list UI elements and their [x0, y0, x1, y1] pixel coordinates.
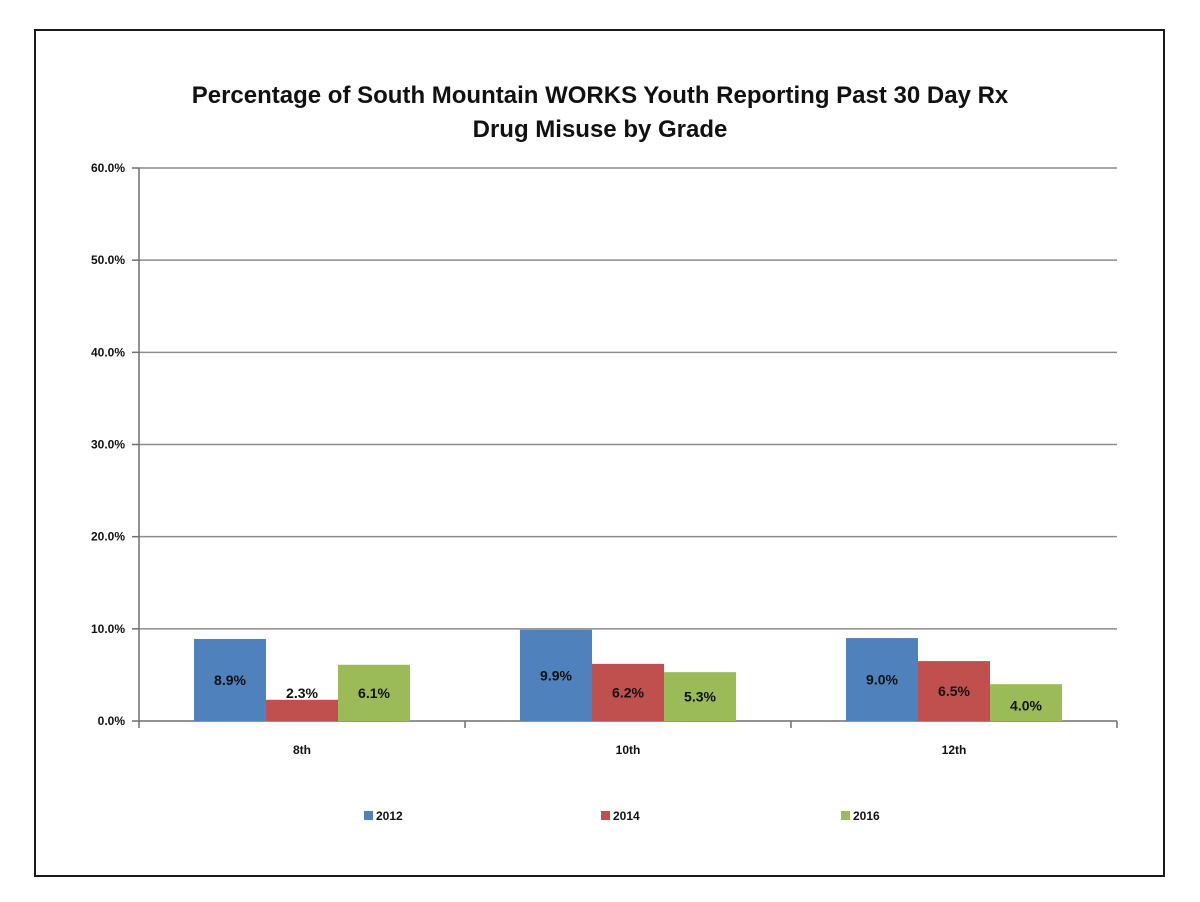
legend-label: 2012: [376, 809, 403, 823]
bars: [194, 629, 1062, 721]
legend-label: 2014: [613, 809, 640, 823]
bar: [338, 664, 410, 721]
x-tick-label: 8th: [293, 743, 311, 757]
bar: [520, 629, 592, 721]
y-tick-label: 10.0%: [91, 622, 125, 636]
data-label: 5.3%: [684, 689, 716, 705]
bar: [266, 699, 338, 721]
y-tick-label: 40.0%: [91, 345, 125, 359]
data-label: 6.2%: [612, 684, 644, 700]
data-labels: 8.9% 2.3% 6.1% 9.9% 6.2% 5.3% 9.0% 6.5% 4.0%: [214, 667, 1042, 713]
data-label: 9.9%: [540, 667, 572, 683]
y-tick-label: 20.0%: [91, 530, 125, 544]
data-label: 8.9%: [214, 672, 246, 688]
data-label: 6.5%: [938, 683, 970, 699]
x-tick-label: 10th: [616, 743, 641, 757]
bar: [194, 638, 266, 721]
data-label: 6.1%: [358, 685, 390, 701]
legend-swatch: [364, 811, 373, 820]
data-label: 2.3%: [286, 685, 318, 701]
x-tick-label: 12th: [942, 743, 967, 757]
y-tick-label: 50.0%: [91, 253, 125, 267]
y-tick-label: 60.0%: [91, 161, 125, 175]
bar: [846, 638, 918, 721]
data-label: 4.0%: [1010, 698, 1042, 714]
legend-label: 2016: [853, 809, 880, 823]
bar: [918, 661, 990, 721]
bar: [990, 684, 1062, 721]
legend: 2012 2014 2016: [364, 809, 880, 823]
bar: [592, 663, 664, 721]
chart-title-line-2: Drug Misuse by Grade: [472, 116, 728, 143]
data-label: 9.0%: [866, 672, 898, 688]
legend-swatch: [841, 811, 850, 820]
bar: [664, 672, 736, 721]
y-tick-label: 30.0%: [91, 438, 125, 452]
legend-swatch: [601, 811, 610, 820]
gridlines: [139, 167, 1117, 630]
y-tick-label: 0.0%: [98, 714, 126, 728]
chart-frame: [34, 29, 1165, 877]
chart-title-line-1: Percentage of South Mountain WORKS Youth…: [191, 82, 1009, 109]
